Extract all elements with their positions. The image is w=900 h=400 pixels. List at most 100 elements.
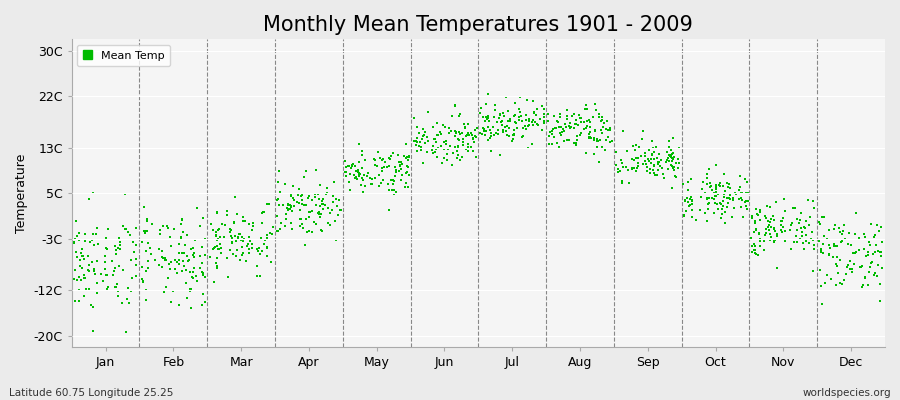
Point (357, 157, 372, 164)
Point (493, 119, 508, 126)
Point (426, 124, 440, 130)
Point (278, 181, 293, 188)
Point (291, 192, 305, 198)
Point (389, 167, 403, 173)
Point (448, 102, 463, 109)
Point (593, 137, 608, 144)
Point (143, 244, 157, 251)
Point (380, 164, 394, 170)
Point (664, 152, 679, 158)
Point (868, 231, 882, 238)
Point (725, 195, 740, 202)
Point (795, 229, 809, 236)
Point (842, 230, 856, 236)
Point (543, 128, 557, 135)
Point (374, 180, 388, 186)
Point (713, 182, 727, 189)
Point (734, 190, 748, 196)
Point (858, 234, 872, 240)
Point (416, 126, 430, 132)
Point (553, 114, 567, 120)
Point (626, 165, 641, 171)
Point (823, 245, 837, 251)
Point (447, 132, 462, 139)
Point (241, 246, 256, 253)
Point (279, 210, 293, 217)
Point (88, 231, 103, 237)
Point (435, 160, 449, 166)
Point (764, 216, 778, 222)
Point (788, 233, 803, 239)
Point (72, 237, 86, 243)
Point (99, 244, 113, 251)
Point (252, 273, 266, 279)
Point (753, 217, 768, 223)
Point (526, 109, 541, 115)
Point (429, 119, 444, 126)
Point (251, 245, 266, 252)
Point (307, 219, 321, 225)
Point (537, 106, 552, 112)
Point (866, 251, 880, 257)
Point (172, 261, 186, 267)
Point (224, 227, 238, 234)
Point (77, 274, 92, 281)
Point (867, 234, 881, 240)
Point (461, 121, 475, 128)
Point (709, 184, 724, 190)
Point (465, 131, 480, 138)
Point (212, 226, 227, 233)
Point (105, 272, 120, 278)
Point (401, 172, 416, 178)
Point (847, 261, 861, 268)
Point (870, 272, 885, 279)
Point (768, 236, 782, 243)
Point (123, 288, 138, 294)
Point (134, 239, 148, 245)
Point (453, 131, 467, 138)
Point (316, 206, 330, 212)
Point (382, 186, 396, 193)
Point (738, 199, 752, 205)
Point (741, 197, 755, 204)
Point (719, 195, 733, 201)
Point (392, 159, 406, 166)
Point (796, 246, 811, 252)
Point (798, 238, 813, 244)
Point (86, 268, 101, 274)
Point (749, 226, 763, 233)
Point (314, 226, 328, 233)
Point (794, 210, 808, 216)
Point (664, 154, 679, 160)
Point (807, 205, 822, 211)
Point (532, 116, 546, 122)
Point (677, 212, 691, 218)
Point (311, 209, 326, 216)
Point (193, 264, 207, 271)
Point (723, 195, 737, 201)
Point (518, 123, 532, 129)
Point (552, 124, 566, 130)
Point (747, 219, 761, 226)
Point (77, 275, 92, 281)
Point (647, 148, 662, 155)
Title: Monthly Mean Temperatures 1901 - 2009: Monthly Mean Temperatures 1901 - 2009 (264, 15, 693, 35)
Point (467, 139, 482, 145)
Point (868, 241, 883, 248)
Point (864, 259, 878, 266)
Point (465, 148, 480, 154)
Point (744, 235, 759, 241)
Point (209, 233, 223, 239)
Point (520, 96, 535, 103)
Point (430, 154, 445, 160)
Point (452, 113, 466, 120)
Point (101, 284, 115, 290)
Point (625, 166, 639, 172)
Point (793, 217, 807, 224)
Point (704, 183, 718, 190)
Point (599, 137, 614, 143)
Point (210, 210, 224, 216)
Point (814, 248, 829, 254)
Point (711, 191, 725, 197)
Point (664, 184, 679, 191)
